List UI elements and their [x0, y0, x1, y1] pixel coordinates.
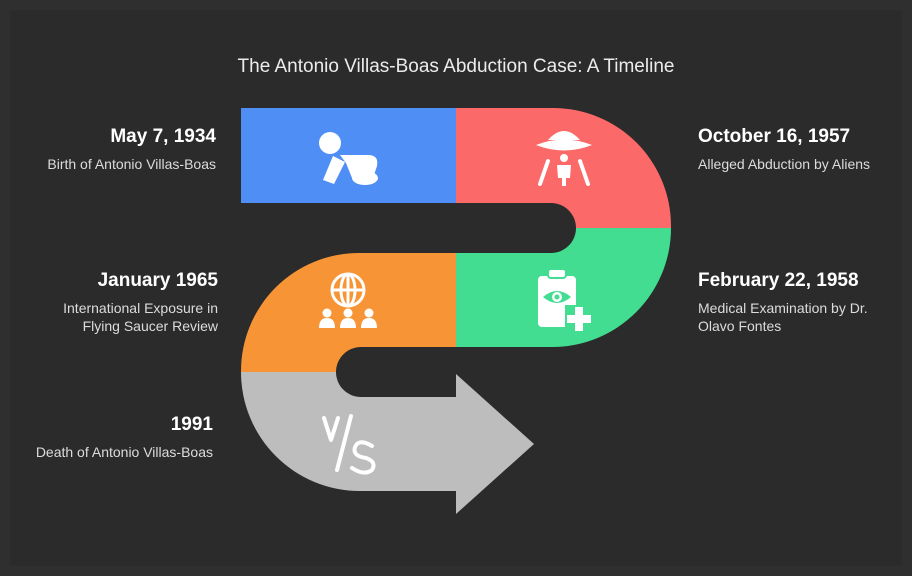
diagram-title: The Antonio Villas-Boas Abduction Case: …: [237, 56, 675, 77]
event-description: Birth of Antonio Villas-Boas: [47, 156, 216, 172]
event-date: February 22, 1958: [698, 270, 859, 291]
baby-crawling-icon: [319, 132, 378, 185]
event-1957: October 16, 1957 Alleged Abduction by Al…: [698, 125, 878, 173]
event-date: January 1965: [97, 270, 218, 291]
event-date: 1991: [170, 414, 213, 435]
event-1991: 1991 Death of Antonio Villas-Boas: [33, 413, 213, 461]
globe-audience-icon: [319, 272, 377, 328]
event-date: May 7, 1934: [110, 126, 216, 147]
ufo-abduction-icon: [536, 131, 592, 186]
medical-clipboard-icon: [538, 268, 593, 333]
event-1965: January 1965 International Exposure in F…: [38, 269, 218, 335]
event-description: Alleged Abduction by Aliens: [698, 156, 871, 172]
segment-1991: [241, 372, 534, 514]
event-description: Medical Examination by Dr. Olavo Fontes: [698, 300, 868, 334]
event-1934: May 7, 1934 Birth of Antonio Villas-Boas: [36, 125, 216, 173]
event-date: October 16, 1957: [698, 126, 851, 147]
event-1958: February 22, 1958 Medical Examination by…: [698, 269, 878, 335]
event-description: Death of Antonio Villas-Boas: [35, 444, 213, 460]
event-description: International Exposure in Flying Saucer …: [63, 300, 218, 334]
versus-icon: [322, 414, 376, 475]
